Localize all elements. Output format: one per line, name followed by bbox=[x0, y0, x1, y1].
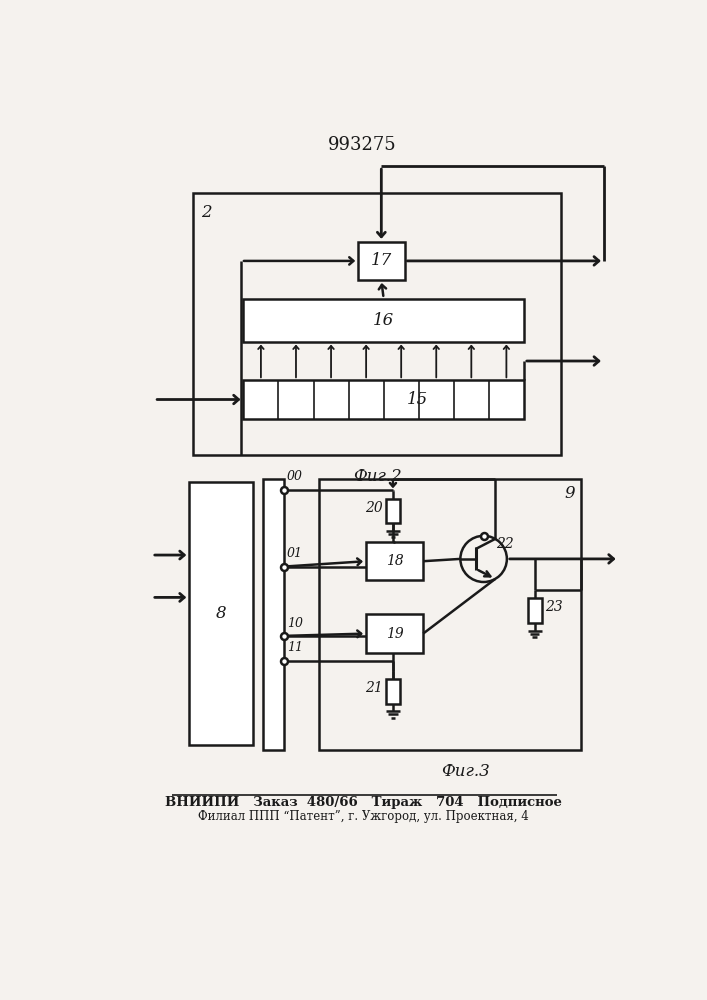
Text: 11: 11 bbox=[287, 641, 303, 654]
Text: 00: 00 bbox=[287, 470, 303, 483]
Text: 16: 16 bbox=[373, 312, 395, 329]
Text: 9: 9 bbox=[564, 485, 575, 502]
Bar bbox=[528, 598, 542, 623]
Bar bbox=[263, 479, 284, 750]
Text: Фиг.2: Фиг.2 bbox=[353, 468, 402, 485]
Text: 22: 22 bbox=[496, 536, 514, 550]
Text: 17: 17 bbox=[370, 252, 392, 269]
Bar bbox=[243, 380, 524, 419]
Bar bbox=[386, 679, 400, 704]
Text: 18: 18 bbox=[385, 554, 404, 568]
Text: Фиг.3: Фиг.3 bbox=[441, 763, 490, 780]
Bar bbox=[358, 242, 404, 280]
Text: Филиал ППП “Патент”, г. Ужгород, ул. Проектная, 4: Филиал ППП “Патент”, г. Ужгород, ул. Про… bbox=[198, 810, 529, 823]
Text: 2: 2 bbox=[201, 204, 211, 221]
Text: 15: 15 bbox=[407, 391, 428, 408]
Text: 8: 8 bbox=[216, 605, 226, 622]
Bar bbox=[243, 299, 524, 342]
Bar bbox=[366, 614, 423, 653]
Bar bbox=[386, 499, 400, 523]
Bar bbox=[193, 193, 561, 455]
Text: 01: 01 bbox=[287, 547, 303, 560]
Text: 10: 10 bbox=[287, 617, 303, 630]
Text: 20: 20 bbox=[365, 501, 383, 515]
Text: 23: 23 bbox=[545, 600, 563, 614]
Text: 993275: 993275 bbox=[327, 136, 396, 154]
Text: ВНИИПИ   Заказ  480/66   Тираж   704   Подписное: ВНИИПИ Заказ 480/66 Тираж 704 Подписное bbox=[165, 796, 562, 809]
Bar bbox=[189, 482, 252, 745]
Text: 19: 19 bbox=[385, 627, 404, 641]
Bar bbox=[366, 542, 423, 580]
Text: 21: 21 bbox=[365, 681, 383, 695]
Bar bbox=[320, 479, 581, 750]
